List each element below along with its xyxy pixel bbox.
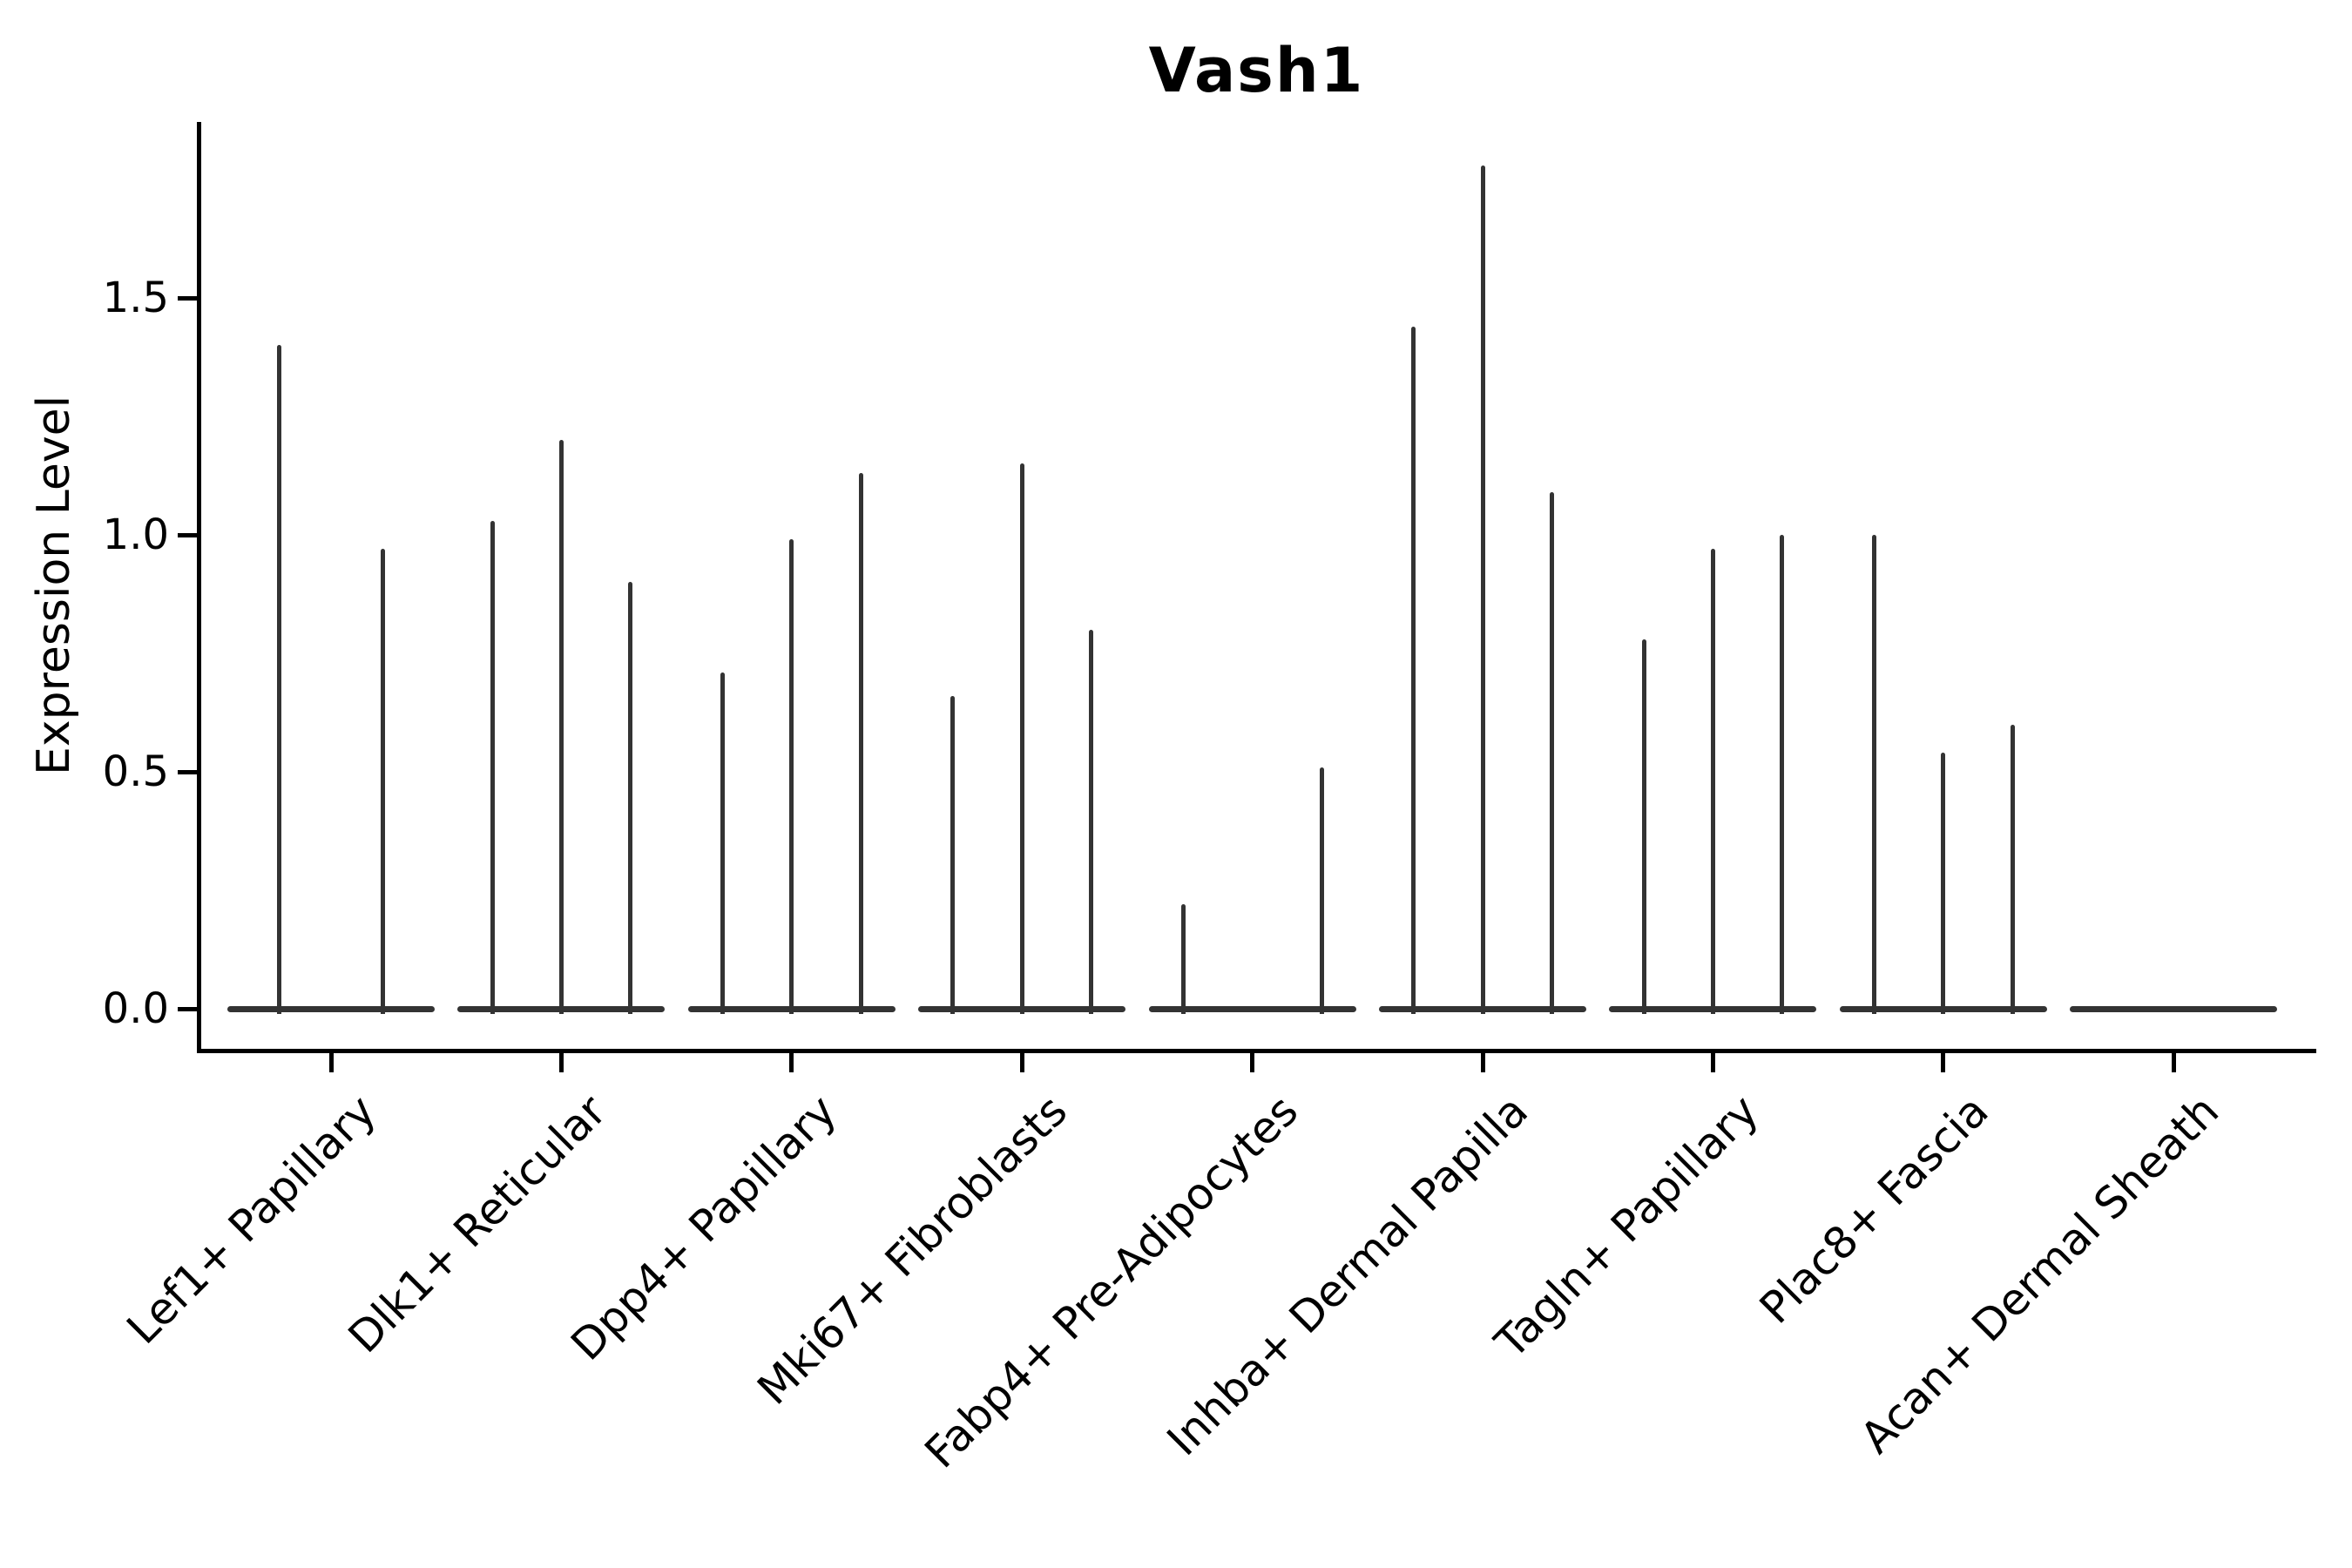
violin-spike	[720, 672, 725, 1014]
violin-spike	[1780, 535, 1785, 1014]
violin-spike	[1411, 326, 1416, 1014]
violin-spike	[1089, 629, 1094, 1014]
violin-spike	[277, 345, 281, 1014]
violin-spike	[1710, 549, 1715, 1014]
violin-spike	[2010, 724, 2015, 1014]
x-tick-mark	[789, 1053, 794, 1072]
x-axis-spine	[197, 1049, 2316, 1053]
violin-base	[1148, 1006, 1356, 1012]
violin-spike	[1549, 492, 1554, 1014]
violin-spike	[858, 473, 863, 1014]
y-axis-spine	[197, 122, 201, 1053]
violin-spike	[789, 539, 794, 1014]
x-tick-mark	[1710, 1053, 1715, 1072]
x-tick-label: Fabp4+ Pre-Adipocytes	[915, 1085, 1308, 1478]
violin-spike	[381, 549, 385, 1014]
x-tick-mark	[328, 1053, 334, 1072]
x-tick-mark	[558, 1053, 564, 1072]
violin-base	[2070, 1006, 2278, 1012]
violin-spike	[558, 440, 564, 1014]
violin-spike	[1319, 767, 1324, 1014]
y-tick-mark	[178, 295, 197, 301]
x-tick-label: Plac8+ Fascia	[1750, 1085, 1998, 1334]
x-tick-mark	[1941, 1053, 1946, 1072]
violin-spike	[628, 582, 633, 1014]
violin-spike	[1180, 904, 1186, 1014]
y-tick-label: 1.0	[102, 510, 169, 559]
violin-spike	[950, 695, 956, 1014]
y-tick-label: 0.0	[102, 984, 169, 1033]
y-tick-mark	[178, 769, 197, 774]
violin-spike	[1641, 639, 1646, 1014]
violin-base	[227, 1006, 435, 1012]
violin-spike	[1871, 535, 1876, 1014]
violin-spike	[1019, 463, 1024, 1014]
x-tick-mark	[2171, 1053, 2176, 1072]
violin-spike	[1941, 753, 1946, 1014]
x-tick-label: Lef1+ Papillary	[117, 1085, 387, 1355]
violin-spike	[1480, 165, 1485, 1014]
violin-spike	[490, 520, 495, 1014]
x-tick-mark	[1480, 1053, 1485, 1072]
x-tick-mark	[1250, 1053, 1255, 1072]
y-tick-label: 1.5	[102, 274, 169, 322]
y-tick-label: 0.5	[102, 747, 169, 796]
x-tick-mark	[1019, 1053, 1024, 1072]
y-tick-mark	[178, 1006, 197, 1011]
y-tick-mark	[178, 532, 197, 537]
y-axis-label: Expression Level	[28, 395, 80, 776]
chart-title: Vash1	[1148, 35, 1365, 106]
